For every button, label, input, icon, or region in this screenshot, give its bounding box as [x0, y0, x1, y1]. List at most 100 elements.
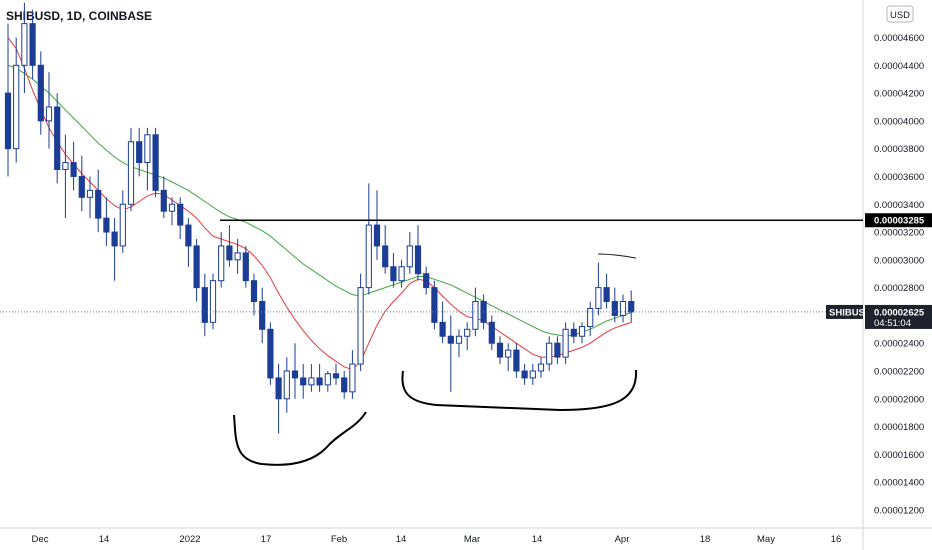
candle-body-down — [226, 245, 233, 261]
candle — [488, 315, 495, 351]
candle-body-up — [595, 287, 602, 309]
y-tick-label: 0.00002000 — [874, 394, 924, 405]
candle-body-up — [86, 189, 94, 198]
candle-body-up — [218, 245, 225, 282]
candle-body-up — [324, 373, 331, 386]
candle — [365, 183, 372, 295]
candle-body-up — [406, 245, 413, 268]
candle-body-up — [144, 134, 151, 164]
candle — [455, 329, 463, 358]
candle — [226, 225, 233, 267]
candle-body-down — [37, 64, 44, 122]
y-tick-label: 0.00004000 — [874, 116, 924, 127]
y-tick-label: 0.00003200 — [874, 228, 924, 239]
candle — [554, 336, 561, 365]
resistance-price-label: 0.00003285 — [865, 213, 932, 228]
svg-text:SHIBUSD: SHIBUSD — [829, 307, 872, 318]
candle — [341, 370, 348, 399]
y-tick-label: 0.00001800 — [874, 422, 924, 433]
slow-moving-average-line — [7, 64, 632, 337]
candle-body-up — [455, 335, 463, 344]
candle-body-up — [546, 342, 553, 365]
candle-body-up — [127, 141, 135, 205]
y-tick-label: 0.00003000 — [874, 255, 924, 266]
candle-body-down — [603, 287, 610, 303]
countdown-label: 04:51:04 — [874, 318, 911, 329]
candle — [13, 37, 20, 163]
candle — [267, 322, 274, 385]
candle-body-down — [611, 301, 618, 316]
candle — [234, 238, 241, 274]
candle — [193, 238, 200, 302]
candle-body-down — [111, 231, 118, 247]
candle — [4, 23, 12, 177]
candle — [611, 287, 618, 323]
candle — [423, 266, 430, 295]
cup-drawing-right — [401, 369, 638, 412]
candle-body-up — [168, 203, 176, 212]
x-tick-label: 14 — [532, 534, 543, 545]
candle — [628, 290, 635, 323]
candle — [119, 190, 126, 253]
candle — [242, 245, 249, 288]
y-tick-label: 0.00004600 — [874, 33, 924, 44]
candle-body-down — [29, 23, 36, 66]
candle-body-down — [373, 224, 381, 247]
currency-button[interactable]: USD — [886, 5, 914, 23]
candle-body-up — [578, 326, 586, 337]
y-tick-label: 0.00003400 — [874, 200, 924, 211]
candle-body-down — [275, 377, 282, 400]
candle — [431, 280, 438, 330]
candle — [209, 273, 217, 330]
candle — [357, 273, 364, 371]
candle-body-down — [447, 335, 454, 344]
candle-body-down — [570, 328, 577, 337]
symbol-tag: SHIBUSD — [826, 304, 872, 319]
candle-body-down — [496, 342, 504, 358]
candle — [464, 322, 471, 351]
candle-body-up — [283, 370, 290, 400]
candle-body-up — [308, 377, 315, 386]
candle — [45, 72, 53, 149]
chart-title: SHIBUSD, 1D, COINBASE — [6, 9, 152, 23]
candle — [332, 364, 340, 385]
candle-body-down — [267, 328, 274, 379]
candle — [291, 343, 299, 399]
candle-body-down — [193, 245, 200, 289]
y-tick-label: 0.00003800 — [874, 144, 924, 155]
candle — [54, 93, 61, 184]
x-tick-label: May — [757, 534, 775, 545]
candle — [382, 225, 389, 274]
candle — [70, 141, 77, 191]
candle-body-down — [332, 373, 340, 379]
x-tick-label: Dec — [32, 534, 49, 545]
candle — [103, 197, 110, 246]
candle-body-down — [160, 189, 167, 212]
candle — [259, 287, 266, 344]
x-tick-label: 17 — [261, 534, 272, 545]
candle-body-up — [529, 370, 536, 379]
candle — [177, 197, 184, 239]
candle — [529, 364, 536, 385]
candle — [578, 322, 586, 344]
candle — [300, 364, 307, 399]
candle-body-down — [390, 266, 397, 282]
y-tick-label: 0.00003600 — [874, 172, 924, 183]
candle — [447, 315, 454, 392]
candle-body-down — [103, 217, 110, 233]
svg-text:0.00003285: 0.00003285 — [874, 216, 925, 227]
candle-body-down — [513, 349, 520, 372]
x-tick-label: 18 — [700, 534, 711, 545]
candle — [95, 169, 102, 233]
candle — [472, 287, 479, 337]
x-axis-ticks: Dec 14 2022 17 Feb 14 Mar 14 Apr 18 May 16 — [32, 534, 842, 545]
candle — [406, 232, 413, 274]
candle-body-down — [136, 141, 143, 164]
candle-body-up — [472, 301, 479, 330]
candle — [603, 273, 610, 309]
candle-body-down — [488, 321, 495, 344]
candle-body-down — [439, 321, 446, 337]
x-tick-label: 14 — [99, 534, 110, 545]
candle-body-down — [152, 134, 159, 191]
